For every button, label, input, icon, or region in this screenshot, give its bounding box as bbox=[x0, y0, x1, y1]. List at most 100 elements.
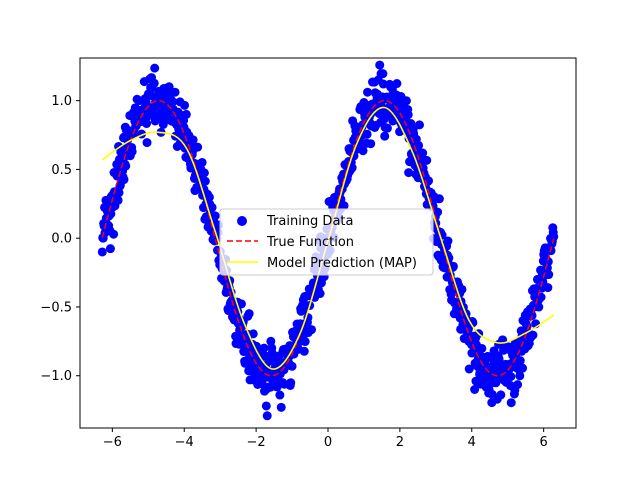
training-data-point bbox=[113, 195, 123, 205]
training-data-point bbox=[300, 337, 310, 347]
training-data-point bbox=[164, 82, 174, 92]
training-data-point bbox=[197, 157, 207, 167]
y-axis-ticks: −1.0 −0.5 0.0 0.5 1.0 bbox=[40, 94, 80, 384]
training-data-point bbox=[415, 120, 425, 130]
training-data-point bbox=[418, 148, 428, 158]
training-data-point bbox=[401, 96, 411, 106]
training-data-point bbox=[549, 232, 559, 242]
training-data-point bbox=[496, 390, 506, 400]
training-data-point bbox=[266, 336, 276, 346]
training-data-point bbox=[158, 119, 168, 129]
y-tick-label: 0.5 bbox=[51, 163, 72, 178]
training-data-point bbox=[149, 78, 159, 88]
training-data-point bbox=[382, 123, 392, 133]
training-data-point bbox=[286, 378, 296, 388]
training-data-point bbox=[513, 380, 523, 390]
training-data-point bbox=[261, 401, 271, 411]
training-data-point bbox=[339, 201, 349, 211]
training-data-point bbox=[287, 361, 297, 371]
training-data-point bbox=[315, 289, 325, 299]
true-function-line bbox=[101, 99, 555, 377]
training-data-point bbox=[257, 376, 267, 386]
training-data-point bbox=[506, 372, 516, 382]
training-data-point bbox=[109, 229, 119, 239]
training-data-point bbox=[518, 363, 528, 373]
y-tick-label: −1.0 bbox=[40, 369, 72, 384]
training-data-point bbox=[362, 129, 372, 139]
training-data-point bbox=[506, 398, 516, 408]
training-data-point bbox=[119, 175, 129, 185]
training-data-point bbox=[457, 284, 467, 294]
training-data-point bbox=[193, 142, 203, 152]
training-data-point bbox=[236, 299, 246, 309]
training-data-point bbox=[404, 168, 414, 178]
training-data-point bbox=[188, 135, 198, 145]
training-data-point bbox=[378, 69, 388, 79]
x-tick-label: 4 bbox=[468, 435, 476, 450]
x-tick-label: −6 bbox=[103, 435, 122, 450]
training-data-point bbox=[543, 283, 553, 293]
training-data-point bbox=[515, 371, 525, 381]
training-data-point bbox=[443, 236, 453, 246]
x-tick-label: 0 bbox=[324, 435, 332, 450]
y-tick-label: 0.0 bbox=[51, 232, 72, 247]
training-data-point bbox=[477, 343, 487, 353]
training-data-point bbox=[142, 119, 152, 129]
training-data-point bbox=[433, 207, 443, 217]
training-data-point bbox=[534, 302, 544, 312]
legend: Training Data True Function Model Predic… bbox=[219, 208, 434, 276]
x-tick-label: 2 bbox=[396, 435, 404, 450]
training-data-point bbox=[150, 63, 160, 73]
training-data-point bbox=[114, 188, 124, 198]
y-tick-label: 1.0 bbox=[51, 94, 72, 109]
training-data-point bbox=[105, 244, 115, 254]
training-data-point bbox=[121, 161, 131, 171]
training-data-point bbox=[544, 270, 554, 280]
training-data-point bbox=[275, 390, 285, 400]
training-data-point bbox=[204, 192, 214, 202]
training-data-point bbox=[366, 139, 376, 149]
legend-label-model-prediction: Model Prediction (MAP) bbox=[267, 256, 417, 271]
training-data-point bbox=[543, 257, 553, 267]
legend-label-training-data: Training Data bbox=[266, 214, 353, 229]
legend-marker-training-data bbox=[237, 216, 247, 226]
training-data-point bbox=[146, 91, 156, 100]
training-data-point bbox=[262, 411, 272, 421]
training-data-point bbox=[392, 79, 402, 89]
x-tick-label: 6 bbox=[540, 435, 548, 450]
x-axis-ticks: −6 −4 −2 0 2 4 6 bbox=[103, 428, 548, 450]
training-data-point bbox=[515, 356, 525, 366]
legend-label-true-function: True Function bbox=[266, 235, 354, 250]
training-data-point bbox=[363, 87, 373, 97]
training-data-point bbox=[403, 110, 413, 120]
training-data-point bbox=[180, 100, 190, 110]
training-data-point bbox=[528, 330, 538, 340]
training-data-point bbox=[307, 325, 317, 335]
training-data-point bbox=[248, 329, 258, 339]
training-data-point bbox=[434, 194, 444, 204]
training-data-point bbox=[259, 343, 269, 353]
training-data-point bbox=[358, 146, 368, 156]
training-data-point bbox=[141, 97, 151, 107]
training-data-point bbox=[536, 292, 546, 302]
x-tick-label: −4 bbox=[175, 435, 194, 450]
training-data-point bbox=[468, 318, 478, 328]
training-data-point bbox=[97, 247, 107, 257]
y-tick-label: −0.5 bbox=[40, 300, 72, 315]
training-data-point bbox=[168, 97, 178, 107]
x-tick-label: −2 bbox=[247, 435, 266, 450]
training-data-point bbox=[181, 109, 191, 119]
training-data-point bbox=[200, 176, 210, 186]
training-data-point bbox=[464, 364, 474, 374]
training-data-point bbox=[210, 211, 220, 221]
training-data-point bbox=[527, 311, 537, 321]
training-data-point bbox=[142, 138, 152, 148]
training-data-point bbox=[414, 140, 424, 150]
training-data-point bbox=[244, 309, 254, 319]
training-data-point bbox=[375, 60, 385, 70]
training-data-point bbox=[380, 131, 390, 141]
training-data-point bbox=[422, 155, 432, 165]
training-data-point bbox=[470, 385, 480, 394]
training-data-point bbox=[299, 346, 309, 356]
